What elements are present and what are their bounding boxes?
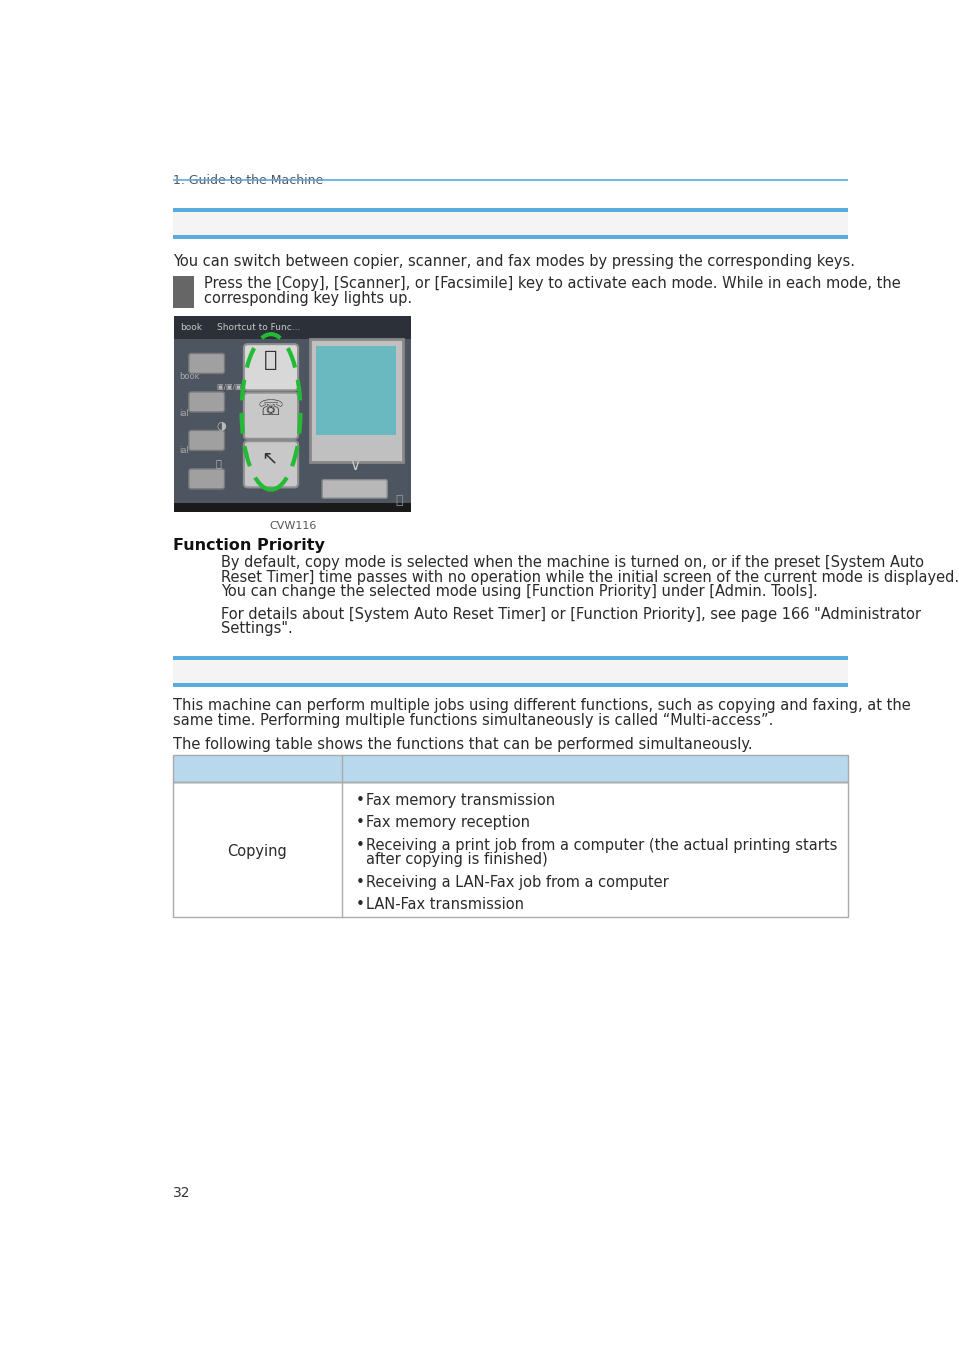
Text: Receiving a LAN-Fax job from a computer: Receiving a LAN-Fax job from a computer	[366, 874, 669, 889]
Text: Multi-access: Multi-access	[175, 661, 306, 680]
Text: LAN-Fax transmission: LAN-Fax transmission	[366, 898, 525, 913]
Bar	[173, 683, 849, 687]
Text: Receiving a print job from a computer (the actual printing starts: Receiving a print job from a computer (t…	[366, 838, 838, 853]
Bar	[316, 347, 396, 435]
Text: Settings".: Settings".	[221, 622, 292, 636]
Text: ⎙: ⎙	[265, 351, 278, 370]
Text: after copying is finished): after copying is finished)	[366, 853, 549, 868]
Text: You can switch between copier, scanner, and fax modes by pressing the correspond: You can switch between copier, scanner, …	[173, 254, 854, 269]
Text: The following table shows the functions that can be performed simultaneously.: The following table shows the functions …	[173, 737, 752, 752]
Text: CVW116: CVW116	[269, 521, 316, 532]
FancyBboxPatch shape	[189, 354, 224, 374]
FancyBboxPatch shape	[322, 480, 387, 498]
Text: corresponding key lights up.: corresponding key lights up.	[203, 291, 411, 306]
FancyBboxPatch shape	[244, 344, 298, 390]
Text: ▣/▣/▣  □→: ▣/▣/▣ □→	[217, 384, 258, 390]
Bar	[173, 656, 849, 660]
Text: By default, copy mode is selected when the machine is turned on, or if the prese: By default, copy mode is selected when t…	[221, 555, 924, 570]
Bar	[173, 208, 849, 212]
Text: For details about [System Auto Reset Timer] or [Function Priority], see page 166: For details about [System Auto Reset Tim…	[221, 607, 921, 622]
Text: You can change the selected mode using [Function Priority] under [Admin. Tools].: You can change the selected mode using […	[221, 585, 817, 600]
Text: ⓞ: ⓞ	[396, 494, 404, 507]
Bar	[173, 755, 849, 782]
Text: ial: ial	[178, 409, 189, 418]
Text: Function Priority: Function Priority	[173, 539, 324, 554]
Text: ∨: ∨	[349, 458, 361, 473]
Bar	[175, 503, 411, 511]
Bar	[175, 316, 411, 511]
Text: •: •	[356, 838, 364, 853]
FancyBboxPatch shape	[189, 430, 224, 450]
Text: •: •	[356, 874, 364, 889]
Text: •: •	[356, 816, 364, 831]
Text: This machine can perform multiple jobs using different functions, such as copyin: This machine can perform multiple jobs u…	[173, 698, 910, 714]
Bar	[173, 235, 849, 238]
FancyBboxPatch shape	[244, 441, 298, 487]
Text: ⎘: ⎘	[216, 458, 222, 468]
Text: Changing Operation Modes: Changing Operation Modes	[175, 212, 461, 231]
Text: ☏: ☏	[258, 398, 284, 419]
Text: same time. Performing multiple functions simultaneously is called “Multi-access”: same time. Performing multiple functions…	[173, 713, 773, 728]
Text: Fax memory reception: Fax memory reception	[366, 816, 530, 831]
Text: Fax memory transmission: Fax memory transmission	[366, 793, 555, 808]
Bar	[173, 660, 849, 683]
Text: •: •	[356, 898, 364, 913]
Text: book: book	[180, 324, 202, 332]
FancyBboxPatch shape	[189, 469, 224, 488]
Text: book: book	[178, 371, 199, 381]
Text: 32: 32	[173, 1186, 190, 1200]
Text: 1: 1	[177, 282, 190, 299]
Text: ◑: ◑	[216, 420, 225, 430]
Text: ial: ial	[178, 446, 189, 454]
Text: •: •	[356, 793, 364, 808]
Bar	[173, 782, 849, 917]
Text: Shortcut to Func...: Shortcut to Func...	[217, 324, 300, 332]
Bar	[173, 755, 849, 782]
Bar	[173, 212, 849, 235]
Bar	[175, 316, 411, 339]
FancyBboxPatch shape	[189, 392, 224, 412]
FancyBboxPatch shape	[244, 393, 298, 439]
Bar	[173, 276, 195, 307]
Text: Job that you want to execute simultaneously: Job that you want to execute simultaneou…	[432, 762, 759, 778]
Text: ↖: ↖	[261, 449, 278, 468]
Text: Copying: Copying	[227, 843, 287, 860]
Text: 1. Guide to the Machine: 1. Guide to the Machine	[173, 174, 323, 186]
Text: Current job: Current job	[216, 762, 298, 778]
Text: Reset Timer] time passes with no operation while the initial screen of the curre: Reset Timer] time passes with no operati…	[221, 570, 959, 585]
Text: Press the [Copy], [Scanner], or [Facsimile] key to activate each mode. While in : Press the [Copy], [Scanner], or [Facsimi…	[203, 276, 901, 291]
Bar	[310, 339, 403, 462]
